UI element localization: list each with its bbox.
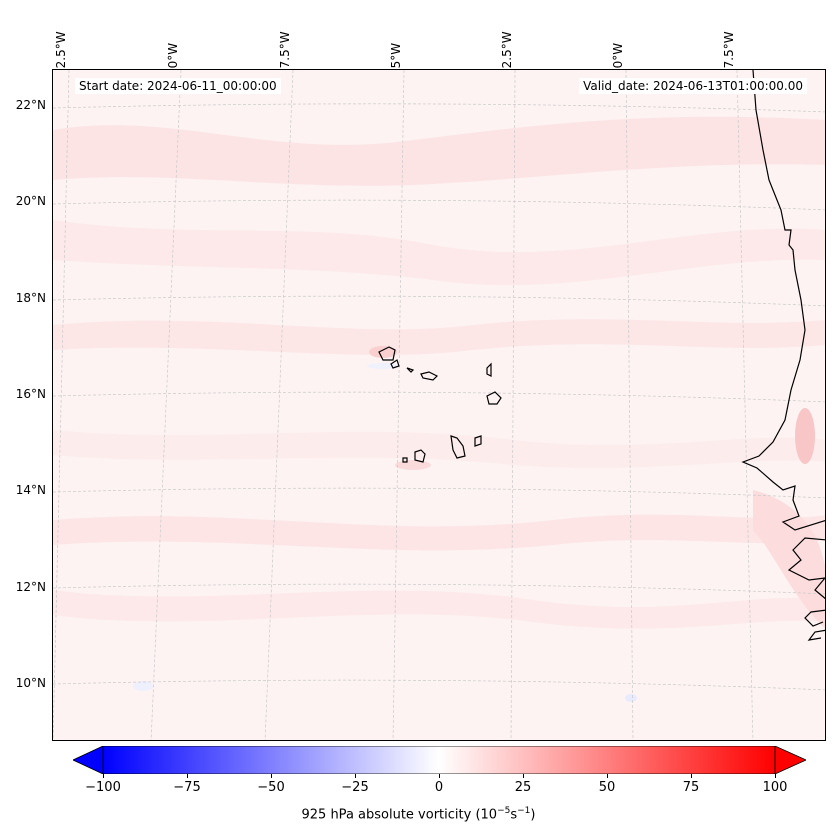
cb-tick-label: 25: [514, 780, 532, 795]
colorbar-title: 925 hPa absolute vorticity (10−5s−1): [301, 806, 536, 823]
cb-tick-label: −50: [257, 780, 285, 795]
lat-label-20n: 20°N: [15, 194, 46, 208]
colorbar-extend-high: [774, 746, 806, 774]
lat-label-16n: 16°N: [15, 387, 46, 401]
cb-tickmark: [775, 774, 776, 778]
gridlines: [53, 70, 825, 740]
lat-label-22n: 22°N: [15, 98, 46, 112]
cb-tickmark: [439, 774, 440, 778]
cb-tick-label: −75: [173, 780, 201, 795]
cb-tick-label: 100: [762, 780, 788, 795]
colorbar-extend-low: [73, 746, 104, 774]
cb-tick-label: 0: [434, 780, 444, 795]
lat-label-14n: 14°N: [15, 483, 46, 497]
vorticity-shading: [53, 116, 825, 702]
cb-tickmark: [187, 774, 188, 778]
map-panel[interactable]: Start date: 2024-06-11_00:00:00 Valid_da…: [52, 69, 826, 741]
colorbar-gradient: [102, 746, 776, 774]
cb-tickmark: [607, 774, 608, 778]
colorbar: [73, 746, 806, 774]
cb-tick-label: −25: [341, 780, 369, 795]
lat-label-12n: 12°N: [15, 580, 46, 594]
cb-tickmark: [103, 774, 104, 778]
valid-date-label: Valid_date: 2024-06-13T01:00:00.00: [579, 78, 807, 94]
cb-tick-label: −100: [85, 780, 121, 795]
cb-tickmark: [355, 774, 356, 778]
cb-tick-label: 50: [598, 780, 616, 795]
start-date-label: Start date: 2024-06-11_00:00:00: [75, 78, 281, 94]
lat-label-10n: 10°N: [15, 676, 46, 690]
cb-tickmark: [691, 774, 692, 778]
cb-tick-label: 75: [682, 780, 700, 795]
africa-coastline-south: [787, 537, 825, 641]
cb-tickmark: [271, 774, 272, 778]
lat-label-18n: 18°N: [15, 291, 46, 305]
cape-verde-islands: [378, 346, 502, 463]
vorticity-field: [53, 70, 825, 740]
africa-coastline: [741, 70, 825, 531]
cb-tickmark: [523, 774, 524, 778]
